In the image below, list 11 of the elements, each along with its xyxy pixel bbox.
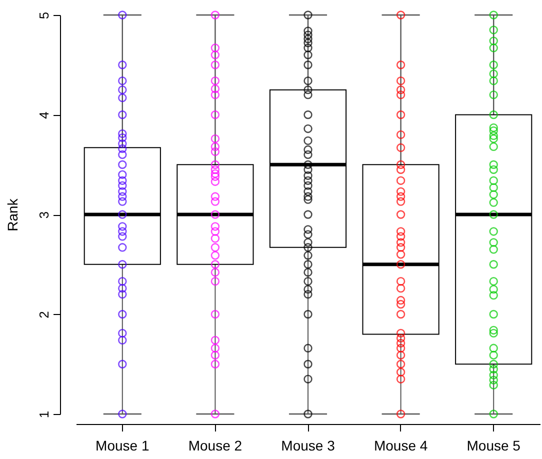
x-tick-label: Mouse 3: [281, 438, 336, 454]
y-axis-title: Rank: [4, 198, 20, 232]
x-tick-label: Mouse 4: [374, 438, 428, 454]
x-tick-label: Mouse 1: [96, 438, 150, 454]
y-tick-label: 2: [36, 311, 52, 318]
y-tick-label: 4: [36, 112, 52, 119]
y-tick-label: 3: [36, 211, 52, 219]
x-tick-label: Mouse 2: [188, 438, 242, 454]
y-tick-label: 5: [36, 12, 52, 20]
x-tick-label: Mouse 5: [466, 438, 521, 454]
y-tick-label: 1: [36, 410, 52, 418]
